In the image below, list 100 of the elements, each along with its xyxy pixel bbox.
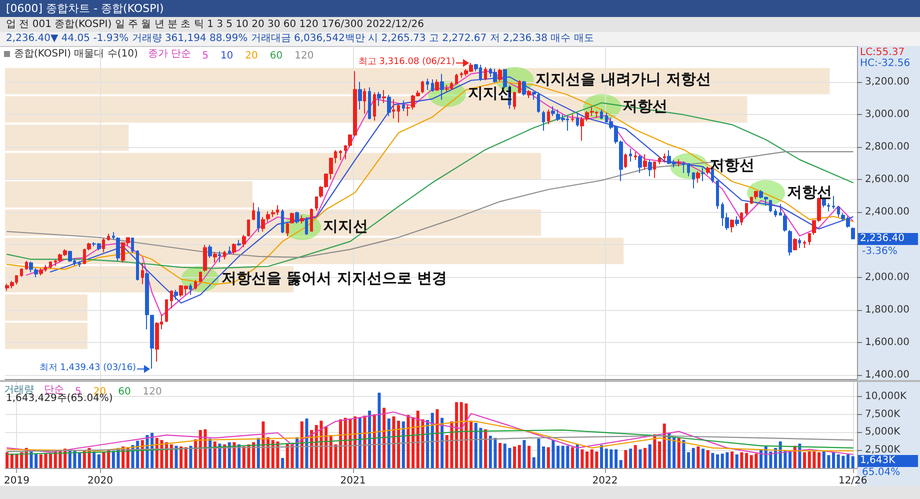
y-tick-label: 2,000.00 [865, 272, 910, 283]
annotation: 최고 3,316.08 (06/21) [358, 56, 456, 68]
bar [518, 445, 521, 468]
line-series [6, 435, 854, 452]
bar [5, 152, 542, 180]
candlestick [261, 216, 265, 232]
bar [213, 441, 216, 468]
candlestick [537, 92, 540, 114]
bar [305, 418, 308, 468]
candlestick [803, 240, 806, 248]
candlestick [783, 213, 787, 232]
candlestick [237, 239, 241, 246]
bar [546, 447, 550, 468]
bar [5, 124, 129, 151]
candlestick [252, 202, 255, 221]
candlestick [643, 154, 647, 170]
bar [634, 445, 637, 468]
candlestick [213, 252, 217, 263]
candlestick [682, 161, 685, 174]
bar [6, 452, 9, 468]
candlestick [39, 268, 43, 276]
text: 120 [142, 386, 162, 398]
candlestick [687, 162, 690, 177]
bar [20, 452, 24, 468]
annotation: 최저 1,439.43 (03/16) [39, 362, 136, 374]
candlestick [199, 271, 202, 282]
y-tick-label: 7,500K [865, 408, 901, 420]
bar [382, 408, 386, 468]
candlestick [590, 106, 594, 117]
candlestick [532, 91, 536, 100]
annotation: 저항선 [786, 182, 832, 201]
candlestick [677, 158, 681, 168]
candlestick [247, 218, 250, 238]
candlestick [305, 216, 308, 236]
candlestick [223, 250, 226, 260]
candlestick [793, 238, 797, 251]
bar [580, 449, 584, 468]
bar [716, 454, 720, 468]
bar [687, 452, 690, 468]
candlestick [194, 280, 197, 290]
bar [662, 424, 666, 468]
bar [5, 294, 88, 321]
candlestick [518, 80, 521, 94]
candlestick [837, 206, 840, 218]
annotation: 저항선 [710, 156, 755, 174]
y-tick-label: 1,600.00 [865, 336, 910, 348]
bar [392, 416, 396, 468]
text: 업 전 001 종합(KOSPI) 일 주 월 년 분 초 틱 1 3 5 10 20 30 60 120 176/300 2022/12/26 [6, 19, 424, 31]
candlestick [576, 112, 579, 128]
candlestick [189, 283, 192, 296]
candlestick [745, 202, 748, 216]
x-tick-label: 2022 [592, 476, 618, 486]
bar [92, 452, 96, 468]
bar [528, 446, 531, 468]
bar [378, 392, 381, 468]
bar [170, 444, 173, 468]
y-tick-label: 1,400.00 [865, 370, 910, 380]
candlestick [658, 156, 661, 165]
bar [174, 446, 178, 468]
bar [228, 442, 231, 468]
candlestick [397, 104, 400, 124]
x-tick-label: 2020 [88, 476, 114, 486]
candlestick [165, 299, 168, 323]
candlestick [257, 206, 260, 233]
x-tick-label: 12/26 [838, 476, 868, 486]
candlestick [421, 80, 424, 94]
candlestick [402, 100, 405, 112]
candlestick [522, 80, 526, 96]
y-tick-label: 5,000K [865, 426, 901, 438]
candlestick [203, 244, 207, 272]
bar [372, 414, 376, 468]
bar [571, 447, 574, 468]
bar [102, 452, 106, 468]
candlestick [218, 250, 221, 263]
bar [97, 454, 100, 468]
bar [339, 419, 342, 468]
candlestick [392, 98, 395, 119]
candlestick [706, 166, 710, 176]
candlestick [290, 212, 294, 224]
candlestick [716, 180, 719, 210]
candlestick [358, 81, 362, 110]
candlestick [440, 73, 444, 100]
candlestick [377, 91, 381, 106]
candlestick [769, 199, 772, 213]
bar [788, 450, 792, 468]
candlestick [696, 170, 700, 184]
bar [281, 458, 284, 468]
bar [430, 412, 434, 468]
candlestick [735, 216, 739, 226]
candlestick [851, 227, 855, 240]
candlestick [281, 208, 284, 234]
line-series [6, 429, 854, 455]
bar [542, 446, 546, 468]
bar [696, 446, 700, 468]
candlestick [435, 78, 439, 92]
bar [556, 446, 560, 468]
bar [682, 440, 686, 468]
candlestick [20, 268, 23, 278]
bar [194, 439, 198, 468]
candlestick [426, 78, 429, 90]
